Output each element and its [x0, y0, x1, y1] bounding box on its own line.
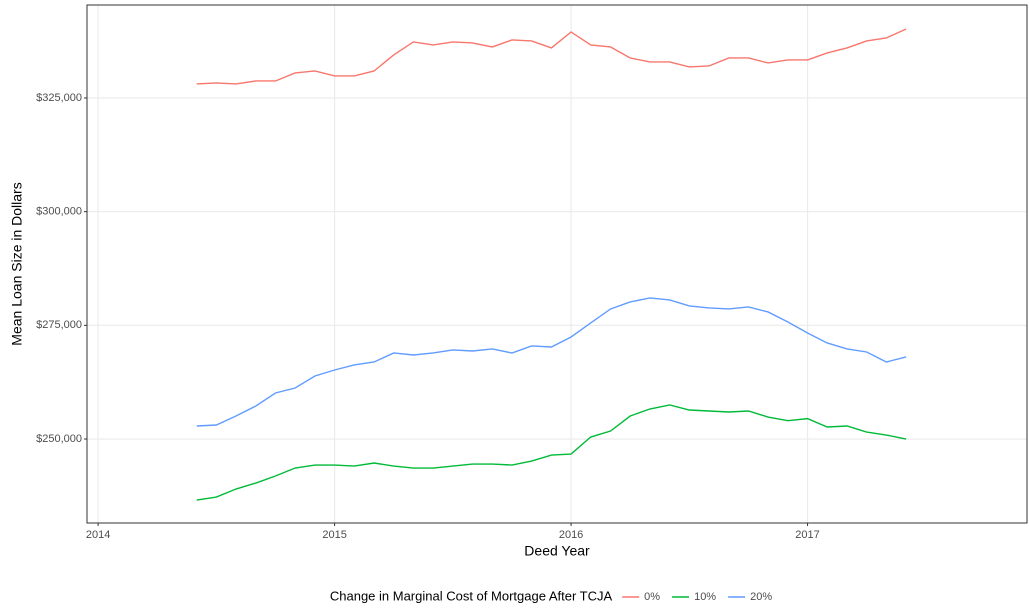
series-line: [196, 297, 907, 427]
legend-label: 10%: [694, 591, 716, 603]
series-line: [196, 28, 907, 85]
x-axis-title: Deed Year: [524, 543, 590, 559]
y-tick-label: $300,000: [36, 206, 82, 218]
x-tick-label: 2015: [322, 529, 346, 541]
y-tick-label: $250,000: [36, 433, 82, 445]
x-tick-label: 2017: [795, 529, 819, 541]
x-tick-label: 2016: [559, 529, 583, 541]
legend-label: 20%: [750, 591, 772, 603]
series-line: [196, 404, 907, 501]
legend: Change in Marginal Cost of Mortgage Afte…: [330, 588, 772, 603]
plot-border: [86, 4, 1028, 524]
legend-title: Change in Marginal Cost of Mortgage Afte…: [330, 588, 613, 603]
y-axis-title: Mean Loan Size in Dollars: [9, 182, 25, 345]
legend-label: 0%: [644, 591, 660, 603]
y-tick-label: $325,000: [36, 92, 82, 104]
y-tick-label: $275,000: [36, 319, 82, 331]
x-tick-label: 2014: [86, 529, 110, 541]
